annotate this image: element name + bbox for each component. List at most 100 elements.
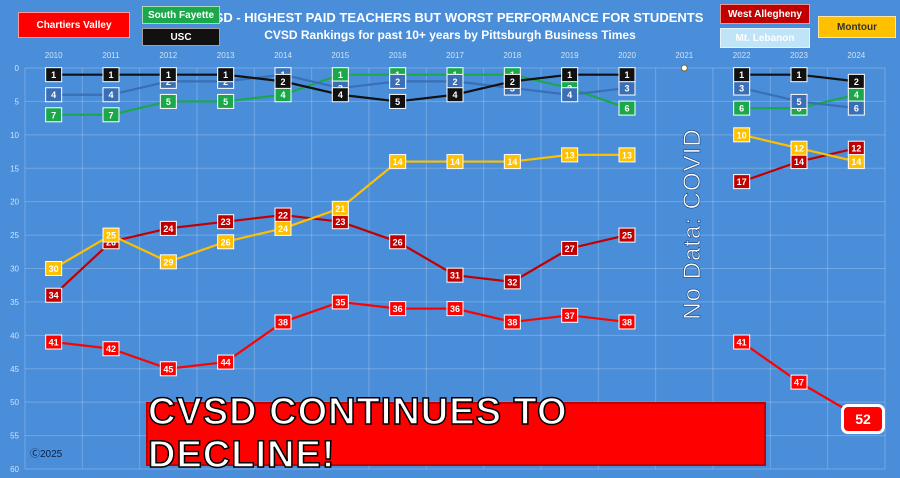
- data-point: [790, 374, 808, 390]
- data-label: 12: [851, 144, 861, 154]
- data-point: [159, 67, 177, 83]
- data-point: [159, 220, 177, 236]
- data-label: 24: [278, 224, 288, 234]
- data-point: [331, 87, 349, 103]
- data-label: 27: [565, 244, 575, 254]
- chart-subtitle: CVSD Rankings for past 10+ years by Pitt…: [264, 28, 636, 42]
- covid-annotation: No Data: COVID: [679, 128, 707, 320]
- data-label: 2: [854, 77, 859, 87]
- final-rank-badge: 52: [841, 404, 885, 434]
- x-tick-label: 2016: [389, 51, 407, 60]
- y-tick-label: 25: [10, 231, 19, 240]
- data-label: 25: [106, 231, 116, 241]
- data-label: 23: [221, 217, 231, 227]
- data-point: [790, 67, 808, 83]
- data-label: 13: [622, 150, 632, 160]
- data-label: 1: [223, 70, 228, 80]
- y-tick-label: 50: [10, 398, 19, 407]
- data-label: 26: [221, 237, 231, 247]
- covid-gap-marker: [680, 64, 688, 72]
- data-point: [389, 73, 407, 89]
- data-label: 1: [166, 70, 171, 80]
- y-tick-label: 0: [15, 64, 20, 73]
- data-label: 3: [624, 84, 629, 94]
- y-tick-label: 10: [10, 131, 19, 140]
- data-label: 4: [280, 90, 285, 100]
- data-point: [159, 254, 177, 270]
- data-label: 14: [851, 157, 861, 167]
- data-point: [102, 341, 120, 357]
- data-point: [446, 87, 464, 103]
- y-tick-label: 55: [10, 432, 19, 441]
- x-tick-label: 2018: [503, 51, 521, 60]
- data-point: [733, 127, 751, 143]
- data-point: [274, 314, 292, 330]
- data-point: [45, 261, 63, 276]
- data-point: [159, 361, 177, 377]
- data-point: [503, 154, 521, 170]
- data-point: [790, 93, 808, 109]
- data-label: 38: [278, 317, 288, 327]
- data-label: 4: [854, 90, 859, 100]
- data-label: 34: [49, 291, 59, 301]
- data-label: 2: [395, 77, 400, 87]
- decline-banner: CVSD CONTINUES TO DECLINE!: [146, 390, 766, 477]
- data-point: [561, 307, 579, 323]
- x-tick-label: 2021: [675, 51, 693, 60]
- data-label: 35: [335, 297, 345, 307]
- data-point: [790, 140, 808, 156]
- data-point: [618, 227, 636, 243]
- data-label: 37: [565, 311, 575, 321]
- data-label: 22: [278, 211, 288, 221]
- data-label: 12: [794, 144, 804, 154]
- data-point: [45, 287, 63, 303]
- data-label: 30: [49, 264, 59, 274]
- data-point: [102, 87, 120, 103]
- data-point: [389, 301, 407, 317]
- data-label: 5: [223, 97, 228, 107]
- data-label: 6: [854, 104, 859, 114]
- data-point: [102, 107, 120, 123]
- data-point: [217, 354, 235, 370]
- data-label: 3: [739, 84, 744, 94]
- chart-title: CVSD - HIGHEST PAID TEACHERS BUT WORST P…: [196, 10, 704, 25]
- data-point: [45, 87, 63, 103]
- data-label: 14: [794, 157, 804, 167]
- data-point: [274, 73, 292, 89]
- data-point: [561, 67, 579, 83]
- data-label: 6: [624, 104, 629, 114]
- data-point: [45, 107, 63, 123]
- data-point: [446, 301, 464, 317]
- data-point: [618, 314, 636, 330]
- data-point: [847, 73, 865, 89]
- y-tick-label: 5: [15, 97, 20, 106]
- data-label: 38: [622, 317, 632, 327]
- data-label: 14: [393, 157, 403, 167]
- data-point: [503, 73, 521, 89]
- data-label: 7: [108, 110, 113, 120]
- data-point: [389, 234, 407, 250]
- data-label: 36: [393, 304, 403, 314]
- data-point: [847, 100, 865, 116]
- x-tick-label: 2022: [733, 51, 751, 60]
- data-label: 1: [624, 70, 629, 80]
- data-label: 45: [163, 364, 173, 374]
- data-label: 2: [280, 77, 285, 87]
- data-label: 38: [507, 317, 517, 327]
- y-tick-label: 30: [10, 265, 19, 274]
- y-tick-label: 45: [10, 365, 19, 374]
- legend-chartiers-valley: Chartiers Valley: [18, 12, 130, 38]
- data-point: [847, 154, 865, 170]
- x-tick-label: 2017: [446, 51, 464, 60]
- x-tick-label: 2014: [274, 51, 292, 60]
- data-point: [503, 274, 521, 290]
- data-label: 1: [51, 70, 56, 80]
- x-tick-label: 2020: [618, 51, 636, 60]
- data-point: [618, 67, 636, 83]
- data-label: 2: [452, 77, 457, 87]
- legend-usc: USC: [142, 28, 220, 46]
- data-point: [733, 67, 751, 83]
- data-point: [331, 294, 349, 310]
- data-label: 24: [163, 224, 173, 234]
